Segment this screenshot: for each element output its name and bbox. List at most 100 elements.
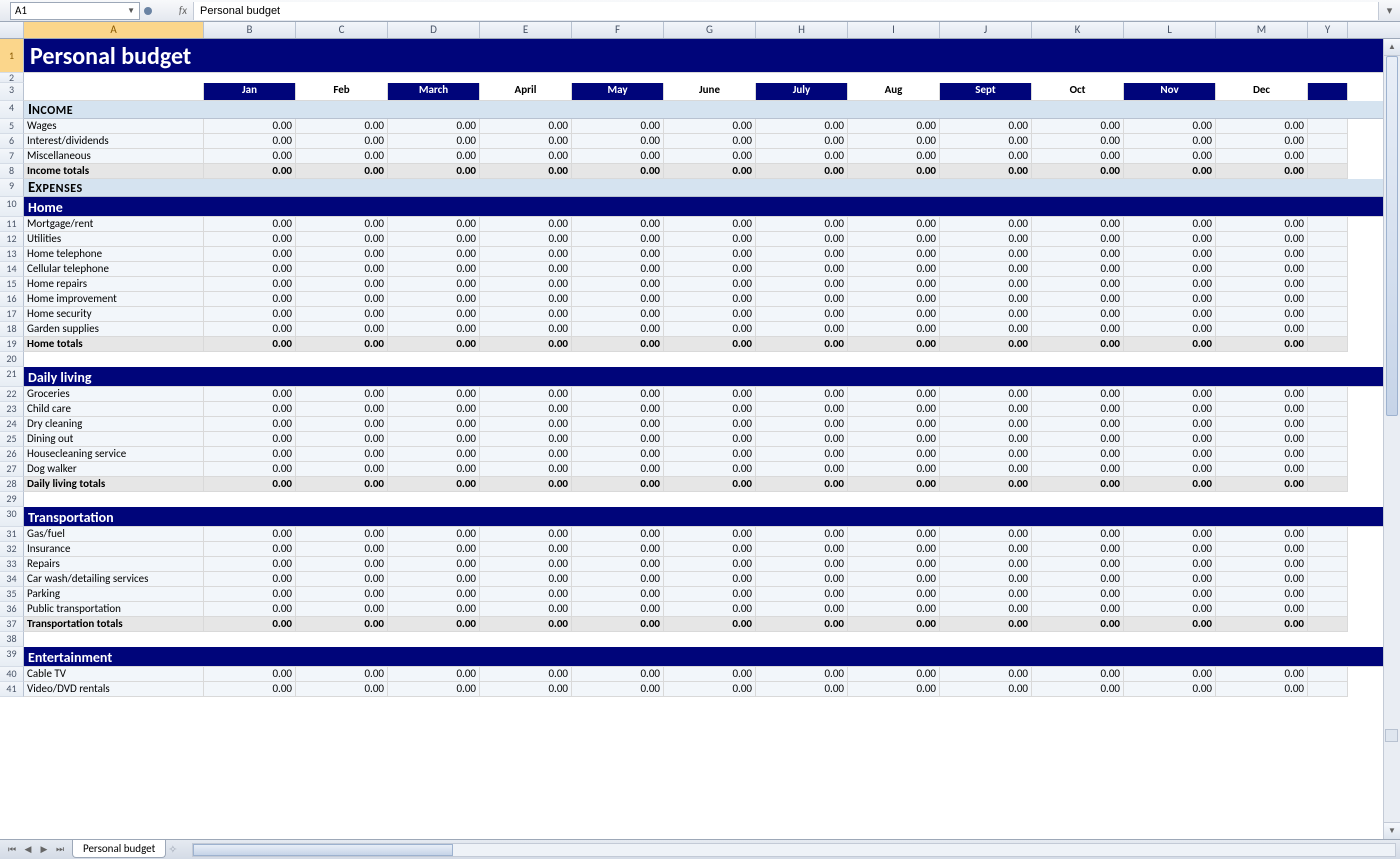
cell[interactable]: 0.00 [664,447,756,462]
cell[interactable]: 0.00 [1032,542,1124,557]
cell[interactable]: 0.00 [664,322,756,337]
cell[interactable]: 0.00 [388,572,480,587]
cell[interactable]: 0.00 [296,402,388,417]
cell[interactable]: 0.00 [480,542,572,557]
cell[interactable]: 0.00 [848,402,940,417]
cell[interactable]: 0.00 [1216,277,1308,292]
cell[interactable]: 0.00 [572,602,664,617]
cell[interactable]: 0.00 [388,164,480,179]
cell[interactable]: 0.00 [756,602,848,617]
cell[interactable]: 0.00 [664,292,756,307]
row-label[interactable]: Gas/fuel [24,527,204,542]
cell[interactable]: 0.00 [1032,402,1124,417]
cell[interactable]: 0.00 [1216,232,1308,247]
cell[interactable]: 0.00 [572,149,664,164]
cell[interactable]: 0.00 [848,292,940,307]
cell[interactable]: 0.00 [204,667,296,682]
cell[interactable]: 0.00 [664,527,756,542]
cell[interactable]: 0.00 [204,322,296,337]
cell[interactable]: 0.00 [388,307,480,322]
cell[interactable]: 0.00 [1216,602,1308,617]
cell[interactable]: 0.00 [664,477,756,492]
cell[interactable]: 0.00 [572,164,664,179]
cell[interactable]: 0.00 [480,164,572,179]
cell[interactable] [1308,387,1348,402]
cell[interactable]: 0.00 [480,572,572,587]
row-label[interactable]: Video/DVD rentals [24,682,204,697]
cell[interactable]: 0.00 [296,587,388,602]
cell[interactable]: 0.00 [940,164,1032,179]
row-header-38[interactable]: 38 [0,632,24,647]
cell[interactable]: 0.00 [1032,462,1124,477]
row-header-24[interactable]: 24 [0,417,24,432]
cell[interactable]: 0.00 [572,232,664,247]
cell[interactable]: 0.00 [388,667,480,682]
row-header-39[interactable]: 39 [0,647,24,667]
column-header-I[interactable]: I [848,22,940,38]
cell[interactable]: 0.00 [572,587,664,602]
column-header-H[interactable]: H [756,22,848,38]
row-header-17[interactable]: 17 [0,307,24,322]
cell[interactable]: 0.00 [204,447,296,462]
cell[interactable]: 0.00 [940,322,1032,337]
cell[interactable]: 0.00 [848,542,940,557]
cell[interactable] [1308,417,1348,432]
cell[interactable]: 0.00 [756,402,848,417]
cell[interactable]: 0.00 [572,322,664,337]
row-header-35[interactable]: 35 [0,587,24,602]
row-header-10[interactable]: 10 [0,197,24,217]
cell[interactable]: 0.00 [940,247,1032,262]
cell[interactable]: 0.00 [940,447,1032,462]
cell[interactable]: 0.00 [1216,217,1308,232]
cell[interactable]: 0.00 [664,617,756,632]
column-header-F[interactable]: F [572,22,664,38]
cell[interactable]: 0.00 [572,432,664,447]
insert-function-icon[interactable] [144,7,152,15]
tab-next-icon[interactable]: ▶ [36,844,52,855]
cell[interactable] [1308,682,1348,697]
cell[interactable]: 0.00 [1032,232,1124,247]
cell[interactable]: 0.00 [756,322,848,337]
row-header-29[interactable]: 29 [0,492,24,507]
cell[interactable]: 0.00 [572,217,664,232]
cell[interactable]: 0.00 [296,262,388,277]
cell[interactable]: 0.00 [480,682,572,697]
cell[interactable]: 0.00 [756,164,848,179]
cell[interactable]: 0.00 [480,667,572,682]
cell[interactable]: 0.00 [572,477,664,492]
scrollbar-resize-icon[interactable] [1385,729,1398,742]
vertical-scroll-thumb[interactable] [1386,56,1398,416]
cell[interactable] [24,632,1383,647]
cell[interactable]: 0.00 [480,337,572,352]
row-header-19[interactable]: 19 [0,337,24,352]
column-header-A[interactable]: A [24,22,204,38]
row-label[interactable]: Cable TV [24,667,204,682]
cell[interactable] [1308,83,1348,101]
row-label[interactable]: Wages [24,119,204,134]
cell[interactable] [1308,322,1348,337]
cell[interactable]: 0.00 [572,262,664,277]
cell[interactable]: 0.00 [756,667,848,682]
cell[interactable]: 0.00 [296,542,388,557]
scroll-down-button[interactable]: ▼ [1384,822,1400,839]
cell[interactable]: 0.00 [940,402,1032,417]
cell[interactable]: 0.00 [572,682,664,697]
cell[interactable]: 0.00 [848,477,940,492]
cell[interactable]: 0.00 [296,557,388,572]
row-header-21[interactable]: 21 [0,367,24,387]
cell[interactable]: 0.00 [1216,432,1308,447]
cell[interactable]: 0.00 [848,432,940,447]
cell[interactable]: 0.00 [848,417,940,432]
cell[interactable]: 0.00 [388,337,480,352]
row-header-9[interactable]: 9 [0,179,24,197]
cell[interactable]: 0.00 [1032,149,1124,164]
cell[interactable]: 0.00 [940,417,1032,432]
cell[interactable]: 0.00 [388,402,480,417]
cell[interactable]: 0.00 [388,542,480,557]
cell[interactable]: 0.00 [388,232,480,247]
cell[interactable]: 0.00 [1124,232,1216,247]
row-label[interactable]: Home repairs [24,277,204,292]
cell[interactable]: 0.00 [664,587,756,602]
row-header-18[interactable]: 18 [0,322,24,337]
cell[interactable]: 0.00 [480,119,572,134]
